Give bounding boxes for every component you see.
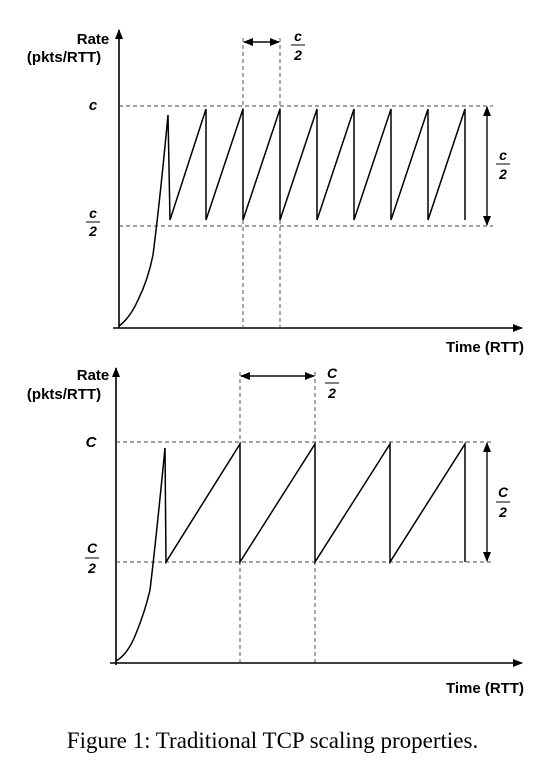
c-level-label-2: C [86, 434, 98, 451]
top-interval-label-1: c 2 [291, 28, 305, 63]
right-den-1: 2 [498, 166, 507, 182]
panel-1: Rate (pkts/RTT) Time (RTT) c c 2 c 2 c [27, 28, 524, 356]
top-interval-label-2: C 2 [325, 365, 339, 401]
y-axis-label-2-line1: Rate [77, 367, 110, 384]
rate-curve-1 [118, 108, 466, 327]
y-axis-label-1-line1: Rate [77, 31, 110, 48]
right-interval-label-1: c 2 [496, 147, 510, 182]
half-c-label-2: C 2 [85, 540, 99, 576]
right-den-2: 2 [498, 504, 507, 520]
half-c-num-2: C [87, 540, 98, 556]
top-num-2: C [327, 365, 338, 381]
right-interval-label-2: C 2 [496, 484, 510, 520]
half-c-den-1: 2 [88, 223, 97, 239]
y-axis-label-1-line2: (pkts/RTT) [27, 49, 101, 66]
x-axis-label-1: Time (RTT) [446, 339, 524, 356]
rate-curve-2 [115, 441, 466, 662]
panel-2: Rate (pkts/RTT) Time (RTT) C C 2 C 2 C [27, 365, 524, 697]
right-num-2: C [498, 484, 509, 500]
half-c-label-1: c 2 [86, 205, 100, 239]
half-c-den-2: 2 [87, 560, 96, 576]
top-den-2: 2 [327, 385, 336, 401]
figure-caption: Figure 1: Traditional TCP scaling proper… [66, 728, 479, 753]
x-axis-label-2: Time (RTT) [446, 680, 524, 697]
half-c-num-1: c [89, 205, 97, 221]
top-den-1: 2 [293, 47, 302, 63]
c-level-label-1: c [89, 97, 98, 114]
top-num-1: c [294, 28, 302, 44]
right-num-1: c [499, 147, 507, 163]
y-axis-label-2-line2: (pkts/RTT) [27, 386, 101, 403]
